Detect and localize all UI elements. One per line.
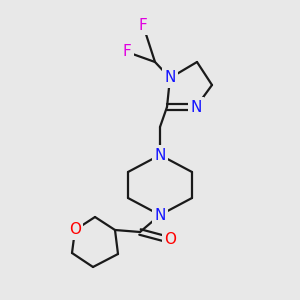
Text: N: N [190, 100, 202, 115]
Text: O: O [164, 232, 176, 247]
Text: O: O [69, 223, 81, 238]
Text: N: N [154, 208, 166, 223]
Text: N: N [154, 148, 166, 163]
Text: N: N [164, 70, 176, 86]
Text: F: F [123, 44, 131, 59]
Text: F: F [139, 17, 147, 32]
